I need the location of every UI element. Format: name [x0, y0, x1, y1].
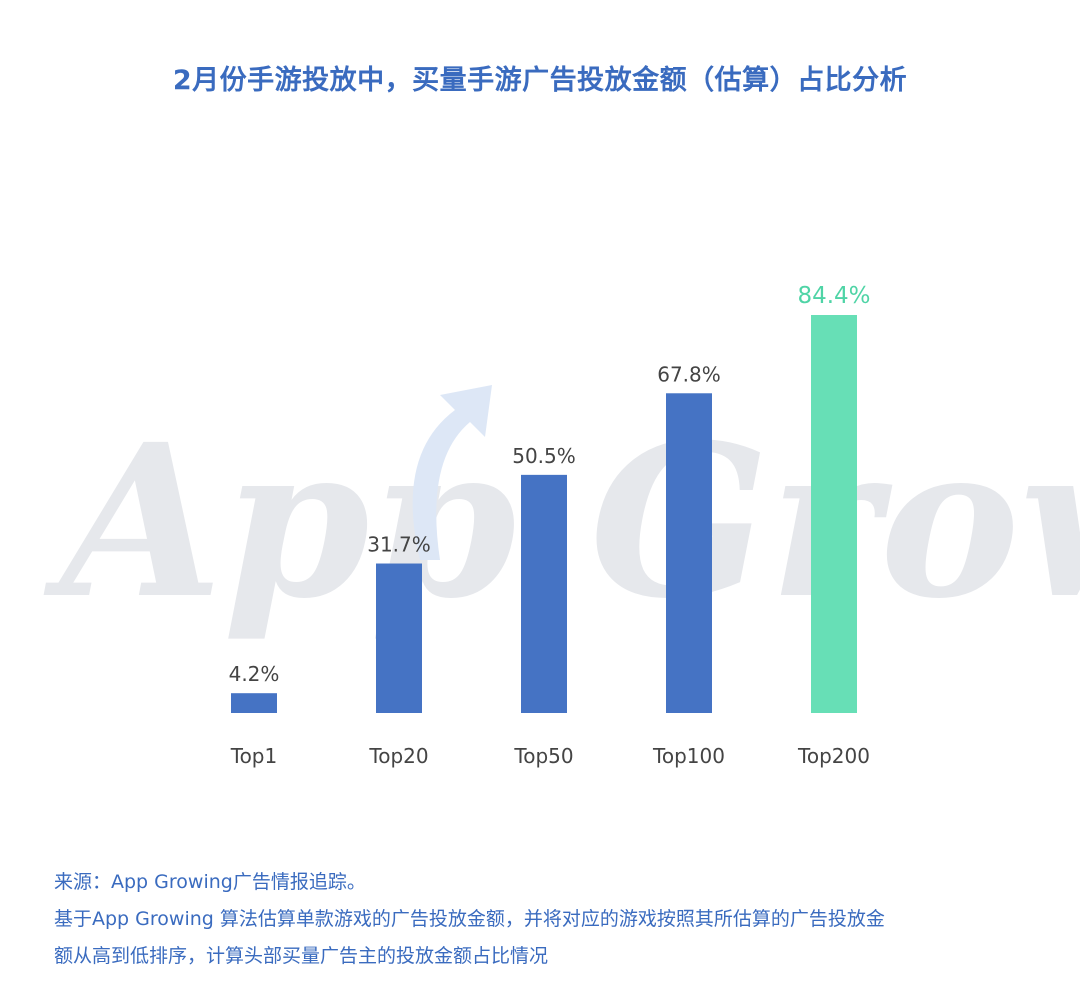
value-labels-group: 4.2% 31.7% 50.5% 67.8% 84.4% — [229, 283, 871, 686]
category-labels-group: Top1 Top20 Top50 Top100 Top200 — [230, 744, 870, 768]
method-note-line-1: 基于App Growing 算法估算单款游戏的广告投放金额，并将对应的游戏按照其… — [54, 908, 885, 930]
footer: 来源：App Growing广告情报追踪。 基于App Growing 算法估算… — [54, 864, 1044, 975]
value-label-top200: 84.4% — [797, 283, 870, 309]
source-note: 来源：App Growing广告情报追踪。 — [54, 871, 366, 893]
watermark-arrow-icon — [412, 385, 492, 560]
value-label-top1: 4.2% — [229, 662, 280, 686]
bar-top200 — [811, 315, 857, 713]
category-label-top20: Top20 — [368, 744, 428, 768]
bar-top100 — [666, 393, 712, 713]
category-label-top200: Top200 — [797, 744, 870, 768]
bar-top50 — [521, 474, 567, 713]
value-label-top20: 31.7% — [367, 533, 431, 557]
bar-top1 — [231, 693, 277, 713]
value-label-top100: 67.8% — [657, 362, 721, 386]
bar-top20 — [376, 563, 422, 713]
category-label-top100: Top100 — [652, 744, 725, 768]
bars-group — [231, 315, 857, 713]
value-label-top50: 50.5% — [512, 444, 576, 468]
method-note-line-2: 额从高到低排序，计算头部买量广告主的投放金额占比情况 — [54, 945, 549, 967]
category-label-top50: Top50 — [513, 744, 573, 768]
category-label-top1: Top1 — [230, 744, 277, 768]
chart-title: 2月份手游投放中，买量手游广告投放金额（估算）占比分析 — [172, 65, 908, 96]
